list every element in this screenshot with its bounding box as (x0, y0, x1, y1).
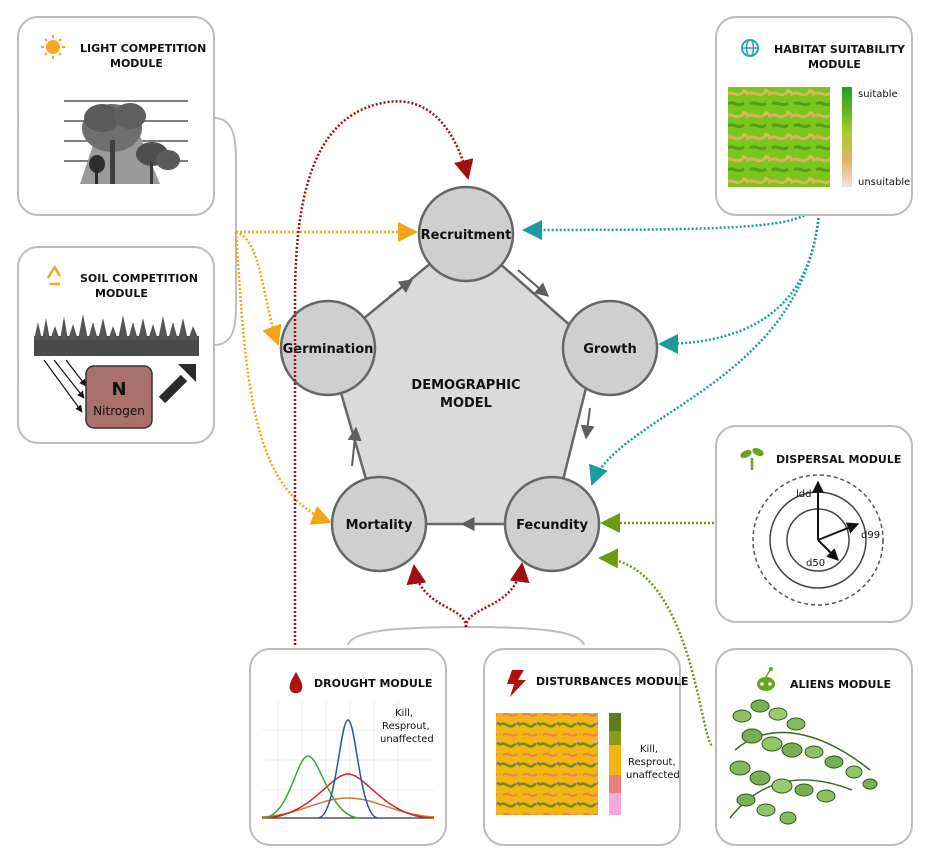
habitat-suitability-module[interactable]: HABITAT SUITABILITY MODULE suitable unsu… (715, 16, 913, 216)
disturbances-module[interactable]: DISTURBANCES MODULE Kill, Resprout, unaf… (483, 648, 688, 846)
suitability-color-scale (842, 87, 852, 187)
center-title-line1: DEMOGRAPHIC (411, 378, 520, 393)
disturbance-legend-kill: Kill, (640, 744, 658, 755)
habitat-title-line1: HABITAT SUITABILITY (774, 43, 906, 56)
aliens-module[interactable]: ALIENS MODULE (715, 648, 913, 846)
lightning-icon (507, 670, 526, 697)
alien-icon (757, 667, 775, 691)
dispersal-arrows (598, 513, 714, 747)
scale-label-suitable: suitable (858, 89, 898, 100)
d99-label: d99 (861, 530, 880, 541)
drought-legend-unaffected: unaffected (380, 734, 434, 745)
forest-canopy-illustration (64, 100, 188, 184)
ldd-label: ldd (796, 489, 811, 500)
soil-title-line1: SOIL COMPETITION (80, 272, 198, 285)
globe-icon (741, 39, 759, 57)
disturbance-legend-colors (609, 713, 621, 815)
disturbance-map (496, 713, 598, 815)
invasive-plant-illustration (729, 699, 878, 825)
dispersal-kernel-diagram (752, 474, 884, 606)
nitrogen-uptake-arrows (43, 359, 87, 413)
aliens-title: ALIENS MODULE (790, 678, 891, 691)
dispersal-module[interactable]: DISPERSAL MODULE ldd d99 d50 (715, 425, 913, 623)
drought-title: DROUGHT MODULE (314, 677, 432, 690)
light-competition-module[interactable]: LIGHT COMPETITION MODULE (17, 16, 215, 216)
node-fecundity[interactable]: Fecundity (503, 475, 601, 573)
d50-label: d50 (806, 558, 825, 569)
disturbance-legend-unaffected: unaffected (626, 770, 680, 781)
cycle-arrows (347, 269, 595, 531)
nitrogen-symbol: N (111, 379, 126, 400)
node-germination[interactable]: Germination (279, 299, 377, 397)
node-mortality[interactable]: Mortality (330, 475, 428, 573)
node-recruitment[interactable]: Recruitment (417, 185, 515, 283)
scale-label-unsuitable: unsuitable (858, 177, 910, 188)
disturbances-title: DISTURBANCES MODULE (536, 675, 688, 688)
soil-competition-module[interactable]: SOIL COMPETITION MODULE N Nitrogen (17, 246, 215, 444)
drop-icon (289, 672, 303, 694)
recycle-icon (46, 265, 62, 286)
recruitment-label: Recruitment (421, 228, 512, 243)
sprout-icon (740, 447, 764, 470)
light-title-line2: MODULE (110, 57, 163, 70)
nitrogen-label: Nitrogen (93, 404, 145, 418)
drought-arrows (293, 100, 530, 645)
soil-title-line2: MODULE (95, 287, 148, 300)
center-title-line2: MODEL (440, 396, 492, 411)
sun-icon (41, 35, 65, 59)
drought-legend-resprout: Resprout, (382, 721, 430, 732)
germination-label: Germination (283, 342, 374, 357)
nitrogen-box: N Nitrogen (85, 365, 153, 429)
mortality-label: Mortality (346, 518, 413, 533)
grassland-illustration (34, 314, 199, 356)
habitat-map (728, 87, 830, 187)
growth-label: Growth (583, 342, 637, 357)
light-title-line1: LIGHT COMPETITION (80, 42, 206, 55)
drought-legend-kill: Kill, (395, 708, 413, 719)
habitat-title-line2: MODULE (808, 58, 861, 71)
increase-arrow-icon (158, 364, 196, 404)
dispersal-title: DISPERSAL MODULE (776, 453, 901, 466)
fecundity-label: Fecundity (516, 518, 588, 533)
drought-curves-chart (261, 700, 435, 819)
node-growth[interactable]: Growth (561, 299, 659, 397)
disturbance-legend-resprout: Resprout, (628, 757, 676, 768)
competition-arrows (234, 222, 418, 525)
drought-module[interactable]: DROUGHT MODULE Kill, Resprout, unaffecte… (249, 648, 447, 846)
